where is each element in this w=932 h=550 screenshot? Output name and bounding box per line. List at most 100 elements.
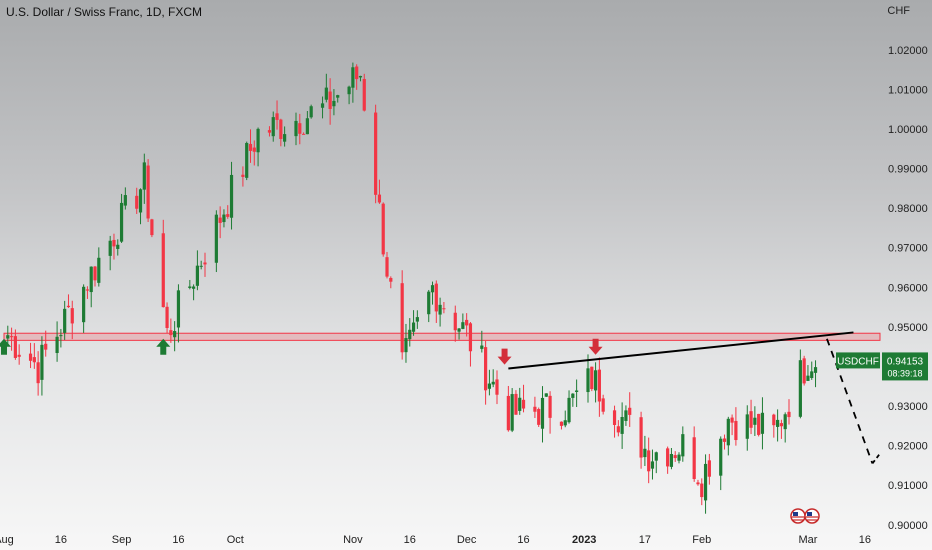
candle-body bbox=[355, 66, 359, 80]
candle-body bbox=[722, 438, 727, 442]
candle-body bbox=[734, 420, 738, 441]
candle-body bbox=[514, 393, 518, 415]
candle-body bbox=[176, 290, 181, 328]
x-tick-label: Dec bbox=[457, 534, 477, 546]
currency-label: CHF bbox=[887, 5, 910, 17]
candle-body bbox=[66, 305, 71, 308]
candle-body bbox=[563, 420, 567, 426]
candle-body bbox=[673, 455, 677, 459]
candle-body bbox=[749, 411, 753, 428]
candle-body bbox=[624, 410, 628, 421]
projection-line[interactable] bbox=[826, 338, 874, 464]
y-tick-label: 1.02000 bbox=[888, 45, 928, 57]
x-tick-label: 16 bbox=[55, 534, 67, 546]
candle-body bbox=[89, 266, 93, 293]
candle-body bbox=[783, 414, 787, 430]
candle-body bbox=[787, 411, 791, 418]
y-tick-label: 0.99000 bbox=[888, 164, 928, 176]
candle-body bbox=[63, 308, 67, 333]
candle-body bbox=[533, 406, 537, 412]
candle-body bbox=[161, 233, 165, 308]
candle-body bbox=[362, 78, 366, 111]
candle-body bbox=[666, 448, 670, 467]
candle-body bbox=[305, 118, 309, 135]
candle-body bbox=[411, 322, 416, 332]
candle-body bbox=[226, 214, 230, 217]
candle-body bbox=[332, 100, 336, 107]
candle-body bbox=[40, 344, 44, 380]
y-tick-label: 0.97000 bbox=[888, 243, 928, 255]
candle-body bbox=[798, 360, 802, 417]
candle-body bbox=[28, 353, 33, 361]
us-event-flag-icon[interactable] bbox=[804, 508, 820, 524]
candle-body bbox=[275, 113, 279, 120]
candle-body bbox=[559, 421, 564, 426]
candle-body bbox=[669, 453, 674, 467]
candle-body bbox=[229, 174, 234, 218]
candle-body bbox=[692, 437, 696, 480]
y-tick-label: 0.90000 bbox=[888, 520, 928, 532]
candle-body bbox=[55, 336, 59, 354]
x-tick-label: 16 bbox=[404, 534, 416, 546]
candle-body bbox=[336, 95, 340, 98]
y-tick-label: 0.91000 bbox=[888, 480, 928, 492]
us-event-flag-icon[interactable] bbox=[790, 508, 806, 524]
candle-body bbox=[252, 147, 256, 152]
candle-body bbox=[328, 91, 332, 109]
price-badge-value: 0.94153 bbox=[887, 356, 924, 367]
candle-body bbox=[173, 331, 177, 338]
candle-body bbox=[593, 370, 598, 391]
x-tick-label: 2023 bbox=[572, 534, 596, 546]
x-tick-label: Nov bbox=[343, 534, 363, 546]
candle-body bbox=[521, 399, 526, 409]
candle-body bbox=[745, 414, 749, 439]
candle-body bbox=[590, 366, 594, 390]
x-tick-label: 17 bbox=[639, 534, 651, 546]
candle-body bbox=[810, 371, 814, 378]
candle-body bbox=[93, 266, 97, 281]
candle-body bbox=[248, 143, 253, 151]
candle-body bbox=[324, 87, 328, 100]
candle-body bbox=[381, 203, 385, 255]
candle-body bbox=[351, 67, 355, 88]
candle-body bbox=[32, 357, 36, 363]
y-tick-label: 0.96000 bbox=[888, 282, 928, 294]
y-tick-label: 0.98000 bbox=[888, 203, 928, 215]
candle-body bbox=[218, 217, 222, 223]
candle-body bbox=[142, 162, 146, 190]
candle-body bbox=[85, 289, 90, 291]
candle-body bbox=[647, 450, 651, 472]
candle-body bbox=[44, 343, 48, 350]
symbol-title: U.S. Dollar / Swiss Franc, 1D, FXCM bbox=[6, 5, 203, 19]
candle-body bbox=[135, 195, 139, 209]
candle-body bbox=[597, 369, 601, 402]
candle-body bbox=[650, 461, 655, 469]
candle-body bbox=[586, 368, 590, 393]
candle-body bbox=[806, 375, 810, 381]
x-tick-label: Aug bbox=[0, 534, 14, 546]
projection-arrowhead bbox=[871, 453, 881, 465]
candle-body bbox=[283, 134, 287, 142]
support-zone[interactable] bbox=[3, 332, 881, 341]
y-tick-label: 0.92000 bbox=[888, 441, 928, 453]
candle-body bbox=[203, 262, 207, 265]
candle-body bbox=[320, 103, 325, 108]
candle-body bbox=[400, 283, 404, 353]
candle-body bbox=[195, 265, 200, 286]
candle-body bbox=[119, 202, 124, 242]
candle-body bbox=[192, 286, 196, 289]
candle-body bbox=[116, 244, 120, 249]
candle-body bbox=[726, 418, 730, 446]
x-tick-label: Sep bbox=[112, 534, 132, 546]
neckline-trendline[interactable] bbox=[508, 331, 854, 370]
candle-body bbox=[408, 329, 412, 340]
arrow-up-marker bbox=[156, 338, 171, 355]
candle-body bbox=[779, 423, 784, 427]
candle-body bbox=[70, 308, 74, 324]
symbol-badge-label: USDCHF bbox=[837, 356, 879, 367]
x-tick-label: 16 bbox=[172, 534, 184, 546]
candle-body bbox=[438, 304, 442, 315]
candle-body bbox=[575, 390, 579, 392]
